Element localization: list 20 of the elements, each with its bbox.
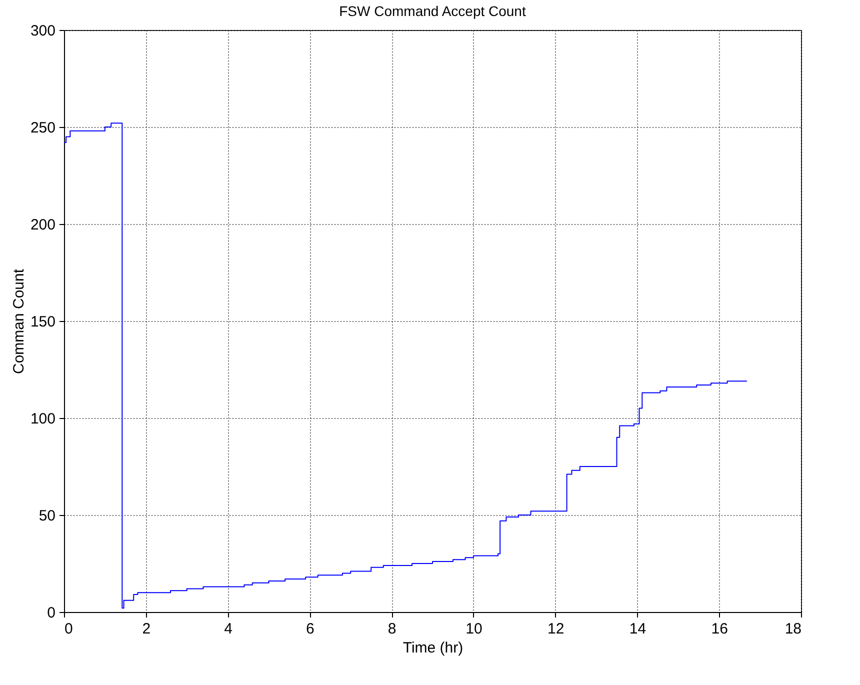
y-tick-label: 0 bbox=[47, 604, 56, 622]
x-tick-label: 16 bbox=[711, 620, 728, 638]
y-tick-label: 150 bbox=[30, 314, 56, 330]
x-tick-label: 12 bbox=[547, 620, 564, 638]
y-tick-label: 250 bbox=[30, 120, 56, 136]
x-tick-label: 6 bbox=[306, 620, 314, 638]
x-axis-title: Time (hr) bbox=[402, 640, 464, 656]
x-tick-label: 0 bbox=[64, 620, 73, 638]
y-tick-label: 50 bbox=[38, 508, 56, 524]
x-tick-label: 8 bbox=[388, 620, 396, 638]
x-tick-label: 10 bbox=[466, 620, 482, 638]
x-tick-label: 18 bbox=[784, 620, 802, 638]
x-tick-label: 14 bbox=[629, 620, 646, 638]
x-tick-label: 2 bbox=[142, 620, 151, 638]
x-tick-label: 4 bbox=[224, 620, 232, 638]
y-tick-label: 200 bbox=[30, 216, 56, 234]
y-tick-label: 300 bbox=[30, 22, 56, 40]
y-axis-title: Comman Count bbox=[10, 268, 28, 374]
chart-title: FSW Command Accept Count bbox=[339, 3, 526, 19]
y-tick-label: 100 bbox=[30, 410, 56, 428]
